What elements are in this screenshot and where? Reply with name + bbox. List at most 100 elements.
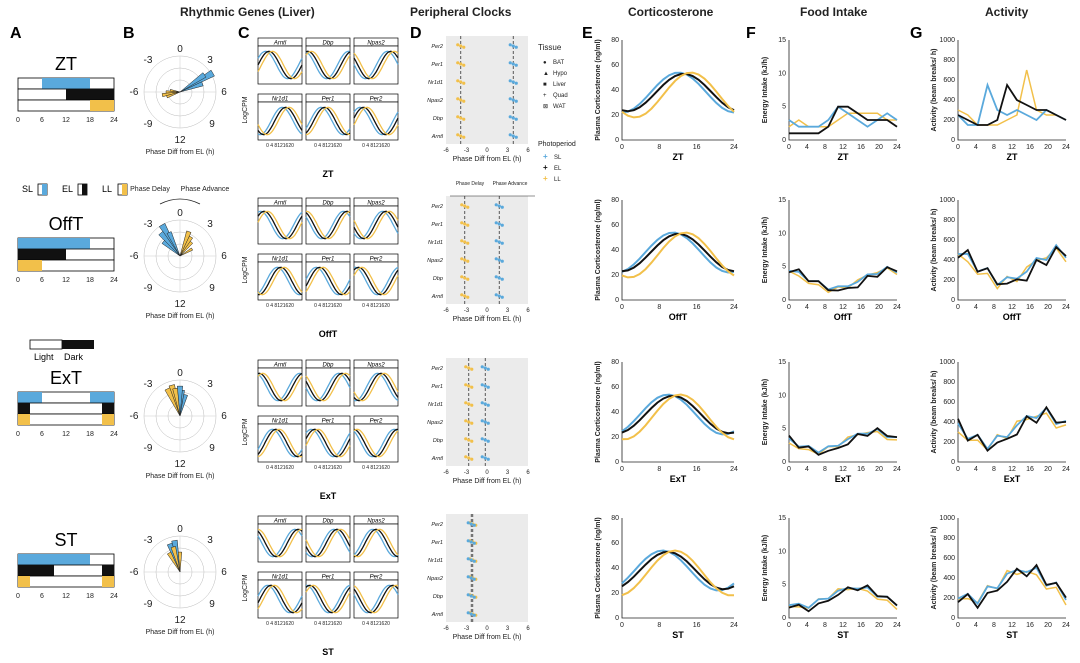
y-tick: 200 [943,439,955,446]
x-tick: 16 [1026,466,1034,473]
axis-tick: 0 [16,117,20,124]
dark-box [62,340,94,349]
genes-ylabel: LogCPM [242,256,249,283]
legend-swatch-EL [82,184,87,195]
gene-curve [257,210,303,240]
peripheral-gene: Nr1d1 [428,240,443,246]
peripheral-gene: Per2 [431,204,443,210]
y-tick: 5 [782,264,786,271]
peripheral-point [460,275,464,279]
panel-label-C: C [238,25,250,42]
x-tick: 0 [787,466,791,473]
peripheral-point [483,384,487,388]
axis-tick: 0 [16,593,20,600]
peripheral-point [480,401,484,405]
series-line [957,563,1067,610]
gene-title: Npas2 [367,519,385,525]
gene-curve [353,266,399,296]
peripheral-point [459,134,463,138]
schedule-title: ExT [50,368,82,388]
x-tick: 8 [823,144,827,151]
gene-curve [305,372,351,402]
x-tick: 4 [974,304,978,311]
peripheral-xlabel: Phase Diff from EL (h) [453,316,522,323]
schedule-xlabel: ExT [1004,474,1021,484]
tissue-label: Quad [553,93,568,99]
peripheral-point [472,577,476,581]
chart-bg [622,200,734,300]
peripheral-point [486,367,490,371]
polar-tick: 3 [207,219,213,230]
polar-tick: 12 [174,615,186,626]
x-tick: 24 [1062,304,1070,311]
peripheral-point [511,62,515,66]
schedule-xlabel: OffT [669,312,688,322]
series-line [957,405,1067,453]
y-label: Energy Intake (kJ/h) [762,535,769,602]
gene-xticks: 0 4 8121620 [266,303,294,309]
x-tick: 4 [805,466,809,473]
panel-label-D: D [410,25,422,42]
peripheral-point [508,133,512,137]
peripheral-point [483,402,487,406]
x-tick: 24 [893,466,901,473]
polar-tick: -6 [130,87,139,98]
x-tick: 0 [787,144,791,151]
polar-tick: -3 [144,219,153,230]
series-line [621,549,735,592]
peripheral-point [497,276,501,280]
polar-tick: 3 [207,55,213,66]
gene-curve [353,428,399,458]
x-tick: 24 [893,144,901,151]
y-tick: 15 [778,37,786,44]
x-tick: 20 [875,304,883,311]
axis-tick: 24 [110,431,118,438]
schedule-bar-SL [18,392,42,403]
peripheral-xtick: -6 [443,148,449,154]
chart-axes [788,518,897,619]
gene-curve [305,428,351,458]
schedule-bar-LL [18,414,30,425]
gene-curve [353,50,399,80]
peripheral-point [472,559,476,563]
polar-tick: 0 [177,44,183,55]
series-line [621,73,735,113]
gene-curve [305,50,351,80]
peripheral-point [486,457,490,461]
y-label: Energy Intake (kJ/h) [762,57,769,124]
gene-curve [305,372,351,402]
panel-label-F: F [746,25,756,42]
schedule-xlabel: ExT [670,474,687,484]
y-tick: 15 [778,515,786,522]
peripheral-point [462,135,466,139]
legend-label-SL: SL [22,184,33,194]
peripheral-xtick: 3 [506,470,510,476]
photoperiod-marker: + [543,152,548,161]
y-label: Plasma Corticosterone (ng/ml) [595,199,602,301]
y-tick: 800 [943,57,955,64]
rose-petal [179,72,207,93]
x-tick: 24 [893,304,901,311]
gene-curve [353,50,399,80]
peripheral-point [466,259,470,263]
y-tick: 10 [778,548,786,555]
x-tick: 16 [1026,622,1034,629]
peripheral-xtick: 6 [526,148,530,154]
polar-tick: 12 [174,459,186,470]
peripheral-xtick: 6 [526,308,530,314]
polar-tick: 6 [221,411,227,422]
peripheral-point [514,81,518,85]
peripheral-point [456,115,460,119]
gene-curve [353,266,399,296]
peripheral-gene: Dbp [433,438,443,444]
y-label: Activity (beam breaks/ h) [931,371,938,454]
y-tick: 0 [951,615,955,622]
photoperiod-label: LL [554,177,561,183]
gene-curve [257,428,302,458]
gene-title: Dbp [322,201,334,207]
y-tick: 0 [615,615,619,622]
dark-label: Dark [64,352,84,362]
tissue-label: Hypo [553,71,568,77]
series-line [788,112,897,128]
x-tick: 8 [657,622,661,629]
